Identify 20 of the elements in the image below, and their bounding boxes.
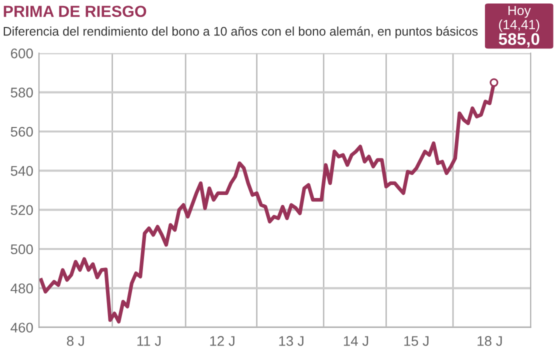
x-tick-label: 8 J: [66, 336, 84, 346]
x-tick-label: 14 J: [344, 336, 368, 346]
text: (14,41): [499, 20, 540, 32]
x-tick-label: 18 J: [478, 336, 502, 346]
y-tick-label: 520: [10, 205, 33, 216]
y-tick-label: 480: [10, 284, 33, 294]
x-tick-label: 11 J: [137, 336, 161, 346]
y-tick-label: 500: [10, 244, 33, 254]
text: 585,0: [498, 33, 540, 48]
y-tick-label: 580: [10, 88, 33, 98]
chart-subtitle: Diferencia del rendimiento del bono a 10 años con el bono alemán, en puntos básicos: [4, 26, 478, 38]
y-tick-label: 540: [10, 166, 33, 176]
x-tick-label: 12 J: [210, 336, 234, 346]
y-tick-label: 600: [10, 48, 33, 58]
text: Hoy: [508, 6, 531, 18]
x-tick-label: 13 J: [279, 336, 304, 346]
chart-title: PRIMA DE RIESGO: [4, 6, 146, 18]
y-tick-label: 460: [10, 322, 33, 333]
y-tick-label: 560: [10, 126, 33, 137]
x-tick-label: 15 J: [404, 336, 428, 346]
